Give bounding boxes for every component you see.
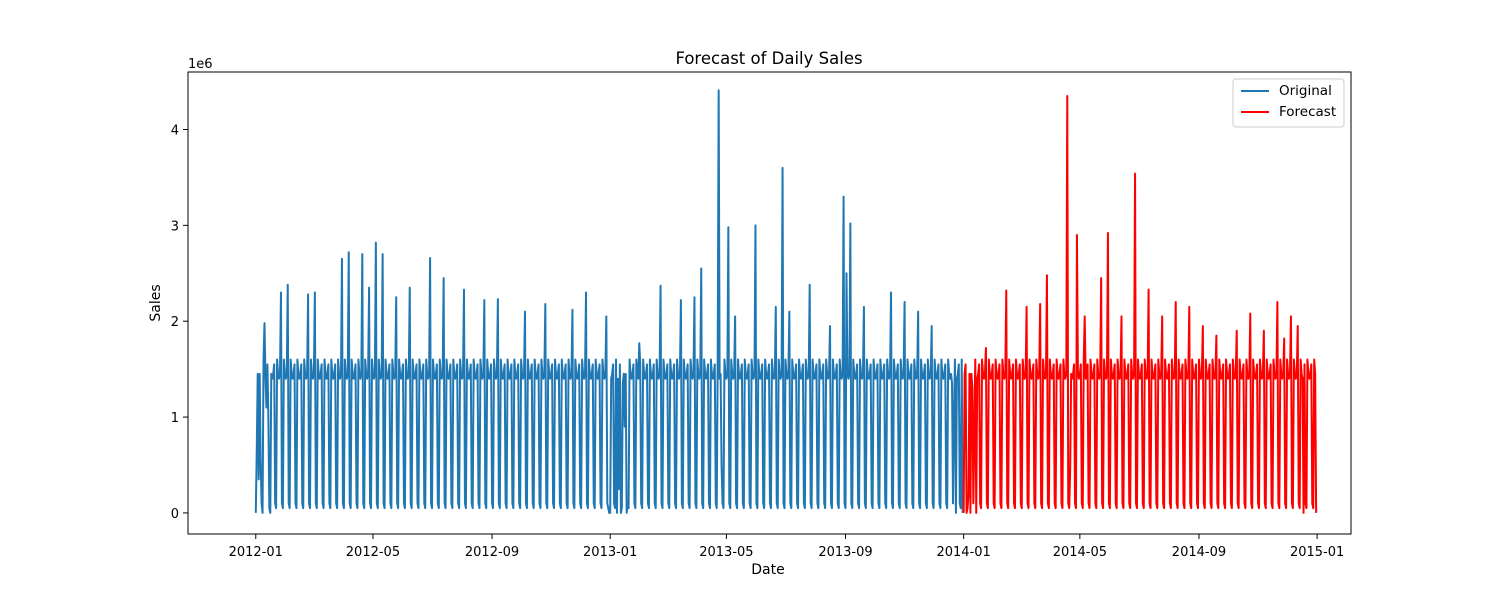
x-tick-label: 2014-05 (1053, 545, 1107, 560)
x-tick-label: 2012-01 (229, 545, 283, 560)
x-tick-label: 2013-01 (583, 545, 637, 560)
legend: Original Forecast (1232, 78, 1345, 128)
y-offset-label: 1e6 (188, 57, 213, 72)
series-line-forecast (962, 94, 1318, 514)
x-tick-label: 2014-01 (936, 545, 990, 560)
y-tick-label: 4 (171, 124, 179, 139)
x-tick-label: 2012-09 (465, 545, 519, 560)
legend-label-forecast: Forecast (1279, 104, 1336, 120)
y-tick-label: 2 (171, 315, 179, 330)
y-axis: 0 1 2 3 4 (171, 124, 188, 522)
x-tick-label: 2013-09 (818, 545, 872, 560)
series-line-original (254, 89, 964, 514)
x-tick-label: 2015-01 (1290, 545, 1344, 560)
y-tick-label: 0 (171, 507, 179, 522)
x-tick-label: 2012-05 (346, 545, 400, 560)
x-tick-label: 2014-09 (1172, 545, 1226, 560)
x-tick-label: 2013-05 (699, 545, 753, 560)
x-axis-label: Date (751, 562, 784, 578)
y-axis-label: Sales (148, 284, 164, 321)
y-tick-label: 3 (171, 219, 179, 234)
x-axis: 2012-01 2012-05 2012-09 2013-01 2013-05 2013-… (229, 534, 1344, 560)
series-layer (254, 89, 1318, 514)
legend-label-original: Original (1279, 83, 1332, 99)
chart-title: Forecast of Daily Sales (675, 49, 862, 68)
plot-frame (187, 71, 1352, 535)
y-tick-label: 1 (171, 411, 179, 426)
